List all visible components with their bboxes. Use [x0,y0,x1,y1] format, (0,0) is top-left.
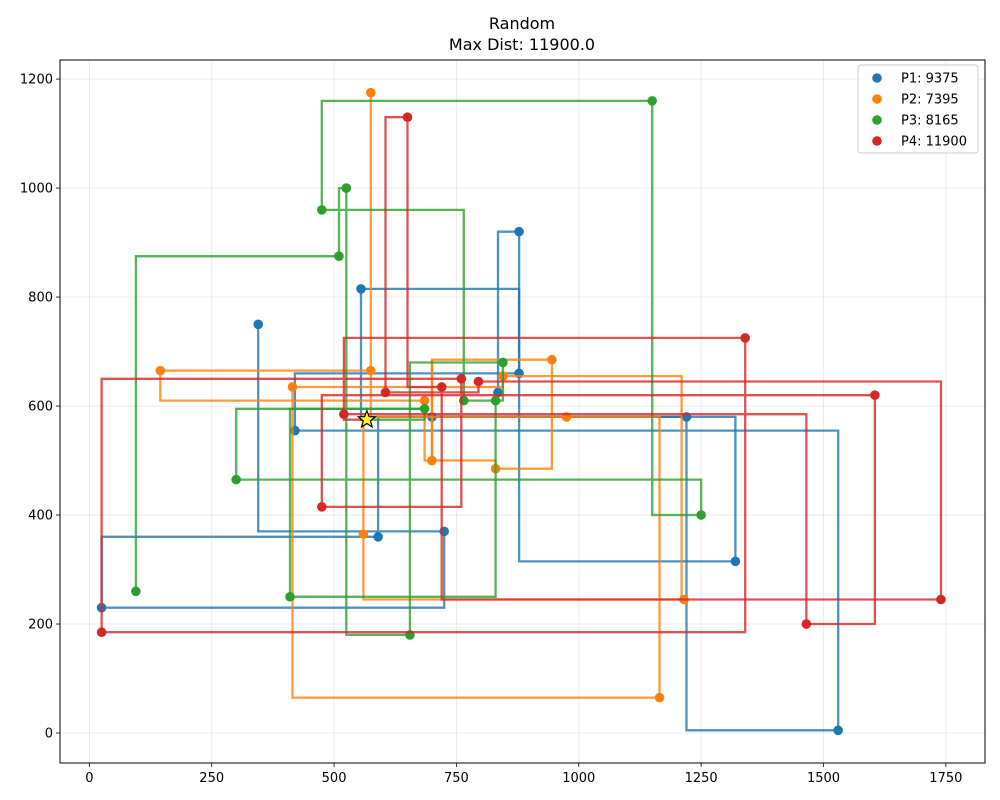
series-4-point [936,594,946,605]
y-tick-label: 200 [28,618,53,633]
series-3-point [341,183,352,193]
series-1-route-segment [496,230,521,393]
series-2-point [155,365,166,376]
x-tick-label: 750 [444,771,469,786]
series-2-point [358,529,369,539]
chart-subtitle: Max Dist: 11900.0 [449,35,595,54]
series-4-point [801,619,812,629]
series-2-point [419,395,430,406]
legend-marker [872,94,882,104]
series-1-point [730,556,741,567]
ticks: 0 250 500 750 1000 1250 1500 1750 0 200 400 600 800 1… [20,73,962,786]
series-3-point [490,395,501,406]
series-2-route [159,92,554,470]
y-tick-label: 400 [28,509,53,524]
series-3-point [231,474,241,485]
legend: P1: 9375 P2: 7395 P3: 8165 P4: 11900 [857,64,979,154]
series-1-point [373,532,383,542]
series-4-point [473,376,484,387]
series-4-point [436,382,447,392]
y-tick-label: 800 [28,291,53,306]
series-1-point [833,725,843,736]
y-tick-label: 0 [45,727,53,742]
legend-label: P1: 9375 [901,72,959,87]
x-tick-label: 1500 [807,771,840,786]
legend-marker [872,136,882,146]
series-4-point [870,390,880,400]
series-3-point [334,251,344,261]
series-3-route-segment [288,407,425,597]
legend-marker [872,73,882,83]
series-2-point [365,87,376,98]
series-3-point [285,591,295,602]
legend-label: P2: 7395 [901,93,959,108]
series-4-point [317,502,327,512]
series-4 [96,112,946,638]
chart-title: Random [489,14,555,33]
y-tick-label: 1000 [20,182,53,197]
series-1-point [514,226,524,237]
legend-box [857,64,979,154]
series-2-point [287,382,298,392]
series-4-point [96,627,107,638]
series-2-point [365,365,376,376]
plot-frame [59,59,986,764]
x-tick-label: 0 [85,771,93,786]
series-4-point [740,333,750,343]
series-3-point [317,205,327,215]
series-layer [96,87,946,736]
series-3-point [696,510,706,520]
x-tick-label: 500 [322,771,347,786]
start-marker-layer [356,409,378,429]
legend-label: P3: 8165 [901,114,959,129]
series-3-point [647,96,657,106]
series-2-point [547,354,557,365]
series-4-point [339,409,349,420]
series-3-route-segment [290,400,497,598]
x-tick-label: 1250 [685,771,718,786]
series-3 [131,96,706,640]
y-tick-label: 600 [28,400,53,415]
series-3-point [498,357,508,368]
series-3-route [134,99,703,637]
series-4-point [402,112,413,123]
series-1-point [253,319,264,330]
series-1 [96,226,843,736]
grid [60,60,985,763]
legend-marker [872,115,882,125]
series-3-point [419,403,430,414]
series-1-point [356,284,366,294]
y-tick-label: 1200 [20,73,53,88]
x-tick-label: 250 [199,771,224,786]
start-star-marker [356,409,378,429]
series-2-route-segment [291,374,683,699]
series-2 [155,87,689,703]
series-4-point [456,374,467,384]
series-4-route-segment [384,116,943,601]
series-3-point [131,586,141,597]
x-tick-label: 1750 [929,771,962,786]
series-4-point [380,387,391,398]
x-tick-label: 1000 [562,771,595,786]
series-2-point [427,455,437,466]
legend-label: P4: 11900 [901,135,967,150]
series-2-point [654,692,665,703]
